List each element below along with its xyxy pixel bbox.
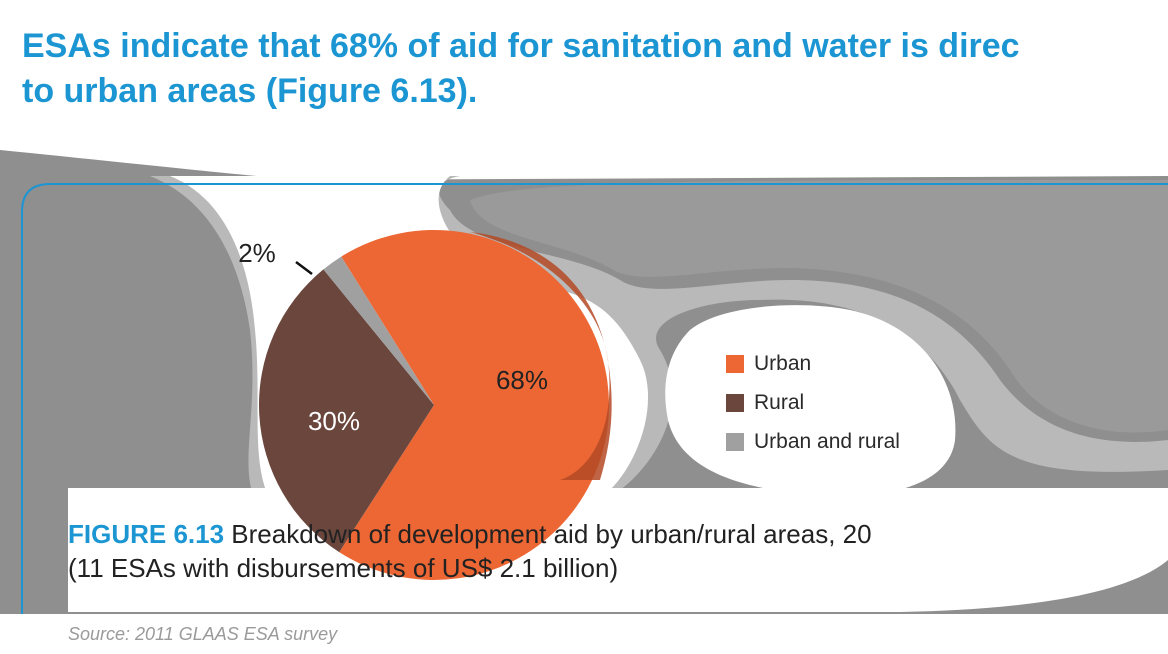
slice-label-rural: 30% xyxy=(308,406,360,436)
frame-blue-border xyxy=(21,183,1168,654)
slice-label-urban: 68% xyxy=(496,365,548,395)
headline: ESAs indicate that 68% of aid for sanita… xyxy=(22,24,1168,114)
legend-label: Rural xyxy=(754,390,805,414)
legend-swatch xyxy=(726,432,744,451)
legend-swatch xyxy=(726,354,744,373)
legend-item-rural: Rural xyxy=(726,383,900,422)
legend-item-urban: Urban xyxy=(726,344,900,383)
frame-dark-inner-right xyxy=(470,180,1168,433)
slice-label-urban-and-rural: 2% xyxy=(238,238,276,268)
headline-line-1: ESAs indicate that 68% of aid for sanita… xyxy=(22,27,1020,65)
pie-slice-urban xyxy=(339,229,609,580)
chart-legend: Urban Rural Urban and rural xyxy=(726,344,900,461)
caption-line-1: FIGURE 6.13 Breakdown of development aid… xyxy=(68,518,1168,550)
pie-slice-urban-and-rural xyxy=(323,256,434,405)
caption-line-2: (11 ESAs with disbursements of US$ 2.1 b… xyxy=(68,553,619,583)
pie-slice-rural xyxy=(258,269,434,553)
legend-item-urban-and-rural: Urban and rural xyxy=(726,422,900,461)
legend-swatch xyxy=(726,393,744,412)
legend-label: Urban xyxy=(754,351,812,375)
frame-light-bottom xyxy=(0,614,1168,654)
pie-slice-urban-shade xyxy=(470,232,612,480)
headline-line-2: to urban areas (Figure 6.13). xyxy=(22,72,478,110)
figure-label: FIGURE 6.13 xyxy=(68,519,225,549)
slice-leader-line xyxy=(295,261,313,275)
source-note: Source: 2011 GLAAS ESA survey xyxy=(68,624,338,644)
legend-label: Urban and rural xyxy=(754,429,900,453)
caption-text-1: Breakdown of development aid by urban/ru… xyxy=(224,519,872,549)
figure-caption: FIGURE 6.13 Breakdown of development aid… xyxy=(68,518,1168,584)
